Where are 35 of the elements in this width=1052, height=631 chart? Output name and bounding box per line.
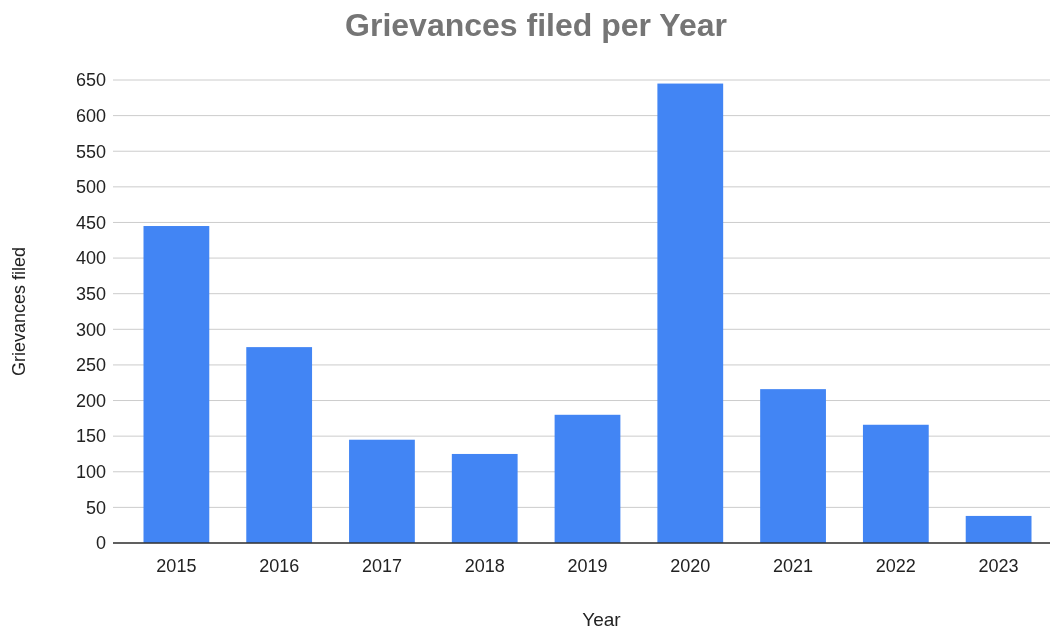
y-tick-label: 350 bbox=[75, 283, 106, 304]
bar bbox=[143, 226, 210, 543]
y-tick-label: 50 bbox=[85, 497, 106, 518]
bar bbox=[760, 389, 826, 543]
x-tick-label: 2023 bbox=[978, 556, 1019, 576]
chart-title: Grievances filed per Year bbox=[345, 7, 727, 43]
y-tick-label: 450 bbox=[75, 212, 106, 233]
bar bbox=[862, 424, 929, 543]
x-tick-label: 2022 bbox=[875, 556, 916, 576]
x-axis-title: Year bbox=[582, 609, 622, 630]
y-tick-label: 200 bbox=[75, 390, 106, 411]
y-tick-label: 100 bbox=[75, 462, 106, 483]
x-tick-label: 2019 bbox=[567, 556, 608, 576]
x-tick-label: 2015 bbox=[156, 556, 197, 576]
bar bbox=[965, 515, 1032, 543]
x-tick-label: 2017 bbox=[361, 556, 402, 576]
y-tick-label: 400 bbox=[75, 248, 106, 269]
bar bbox=[554, 414, 621, 543]
y-tick-label: 250 bbox=[75, 355, 106, 376]
y-tick-label: 0 bbox=[95, 533, 106, 554]
bar bbox=[657, 83, 724, 543]
bar bbox=[451, 453, 518, 543]
x-tick-label: 2021 bbox=[773, 556, 814, 576]
y-tick-label: 500 bbox=[75, 177, 106, 198]
y-tick-label: 550 bbox=[75, 141, 106, 162]
x-tick-label: 2018 bbox=[464, 556, 505, 576]
y-axis-title: Grievances filed bbox=[9, 246, 29, 377]
bar bbox=[349, 439, 415, 543]
y-tick-label: 150 bbox=[75, 426, 106, 447]
y-tick-label: 300 bbox=[75, 319, 106, 340]
y-tick-label: 600 bbox=[75, 105, 106, 126]
y-tick-label: 650 bbox=[75, 70, 106, 91]
x-tick-label: 2020 bbox=[670, 556, 711, 576]
x-tick-label: 2016 bbox=[259, 556, 300, 576]
bar bbox=[246, 347, 313, 543]
